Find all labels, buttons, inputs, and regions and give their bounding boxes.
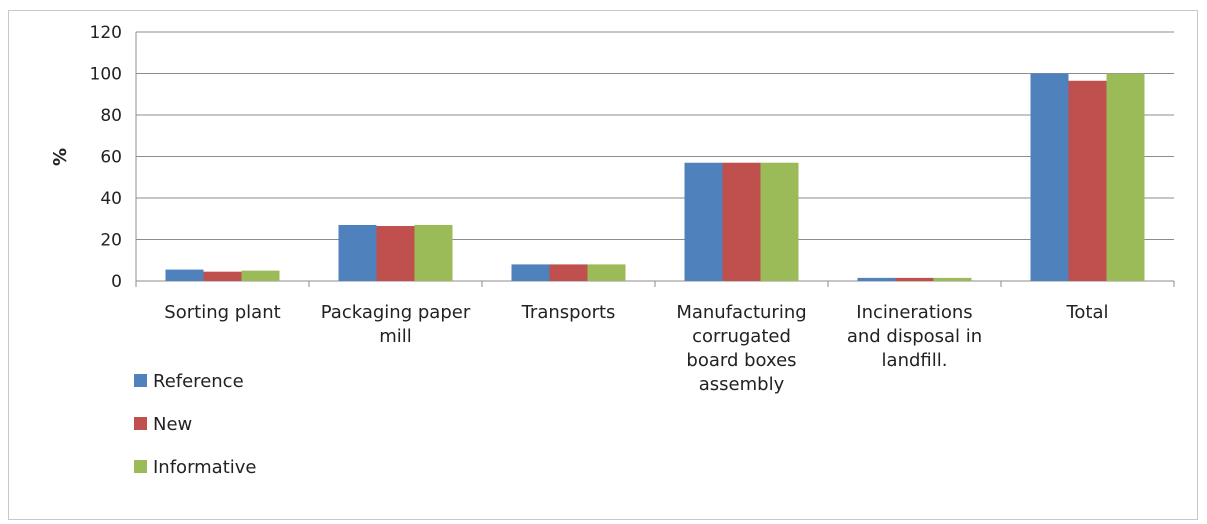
- y-tick-label: 120: [90, 23, 122, 43]
- bar-reference-0: [165, 269, 204, 281]
- x-category-label: Packaging paper mill: [321, 302, 471, 347]
- bar-reference-1: [338, 224, 377, 281]
- legend-swatch: [134, 460, 147, 473]
- bar-reference-3: [684, 162, 723, 281]
- legend-swatch: [134, 374, 147, 387]
- x-category-label: Transports: [521, 302, 616, 323]
- bar-reference-2: [511, 264, 550, 281]
- bar-new-1: [376, 226, 415, 281]
- bar-reference-5: [1030, 73, 1069, 281]
- bar-informative-1: [414, 224, 453, 281]
- bar-new-4: [895, 277, 934, 281]
- chart-frame: [8, 10, 1198, 520]
- bar-informative-2: [587, 264, 626, 281]
- x-category-label: Incinerations and disposal in landfill.: [847, 302, 982, 371]
- y-axis-label: %: [50, 148, 71, 166]
- bar-new-5: [1068, 80, 1107, 281]
- y-tick-label: 100: [90, 65, 122, 85]
- y-tick-label: 80: [100, 106, 122, 126]
- bar-informative-0: [241, 270, 280, 281]
- bar-informative-3: [760, 162, 799, 281]
- legend-label: Reference: [153, 371, 244, 392]
- y-tick-label: 0: [111, 272, 122, 292]
- bar-new-0: [203, 271, 242, 281]
- bar-new-3: [722, 162, 761, 281]
- y-tick-label: 20: [100, 231, 122, 251]
- y-tick-label: 40: [100, 189, 122, 209]
- legend-swatch: [134, 417, 147, 430]
- x-category-label: Sorting plant: [164, 302, 280, 323]
- x-category-label: Total: [1065, 302, 1108, 323]
- bar-reference-4: [857, 277, 896, 281]
- legend-label: Informative: [153, 457, 257, 478]
- x-category-label: Manufacturing corrugated board boxes assemb…: [676, 302, 806, 395]
- legend-label: New: [153, 414, 192, 435]
- bar-informative-4: [933, 277, 972, 281]
- bar-new-2: [549, 264, 588, 281]
- bar-informative-5: [1106, 73, 1145, 281]
- y-tick-label: 60: [100, 148, 122, 168]
